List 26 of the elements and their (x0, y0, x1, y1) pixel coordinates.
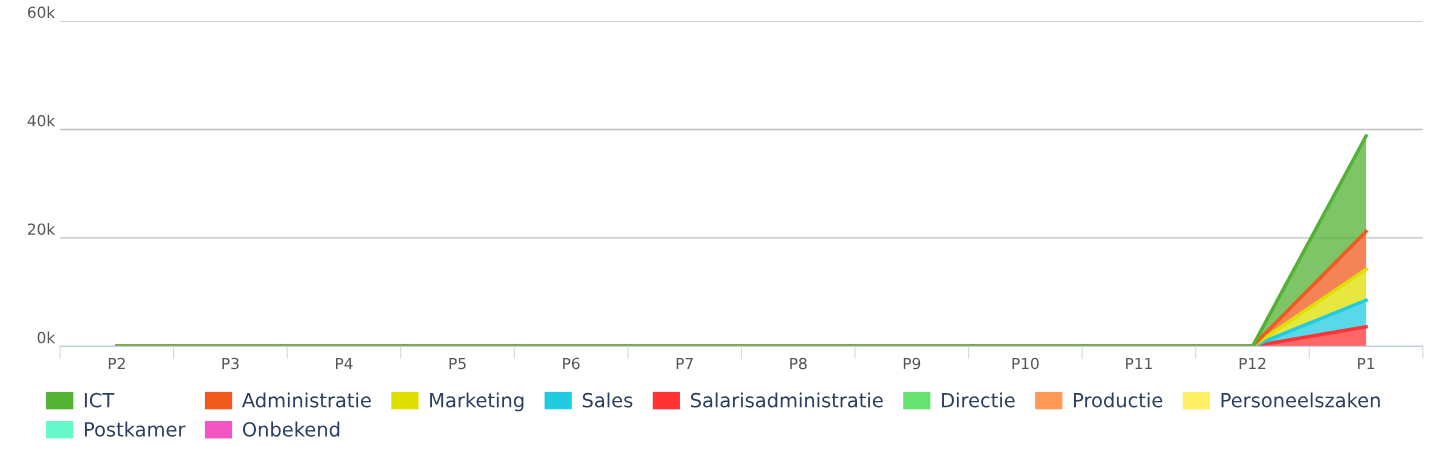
legend-label: Marketing (430, 392, 524, 412)
legend-label: ICT (84, 392, 115, 408)
x-tick-label: P8 (790, 357, 807, 370)
y-tick-label: 40k (27, 114, 56, 127)
legend-label: Onbekend (242, 421, 340, 437)
x-tick-label: P3 (222, 357, 239, 370)
legend-label: Productie (1074, 392, 1163, 408)
y-tick-label: 0k (37, 331, 56, 344)
legend-label: Postkamer (84, 421, 186, 437)
x-tick-label: P7 (676, 357, 693, 370)
x-tick-label: P12 (1239, 357, 1266, 370)
x-tick-label: P5 (449, 357, 466, 370)
legend-label: Administratie (241, 392, 371, 408)
x-tick-label: P1 (1358, 357, 1375, 370)
x-tick-label: P9 (903, 357, 921, 370)
legend-label: Sales (582, 392, 633, 408)
legend-label: Directie (942, 392, 1015, 408)
x-tick-label: P2 (108, 357, 125, 370)
x-tick-label: P11 (1126, 357, 1152, 370)
legend-label: Salarisadministratie (690, 392, 883, 408)
x-tick-label: P10 (1012, 357, 1039, 370)
y-tick-label: 20k (28, 223, 56, 235)
x-tick-label: P4 (336, 357, 353, 370)
legend-label: Personeelszaken (1221, 392, 1380, 408)
x-tick-label: P6 (563, 357, 580, 370)
y-tick-label: 60k (27, 6, 56, 19)
